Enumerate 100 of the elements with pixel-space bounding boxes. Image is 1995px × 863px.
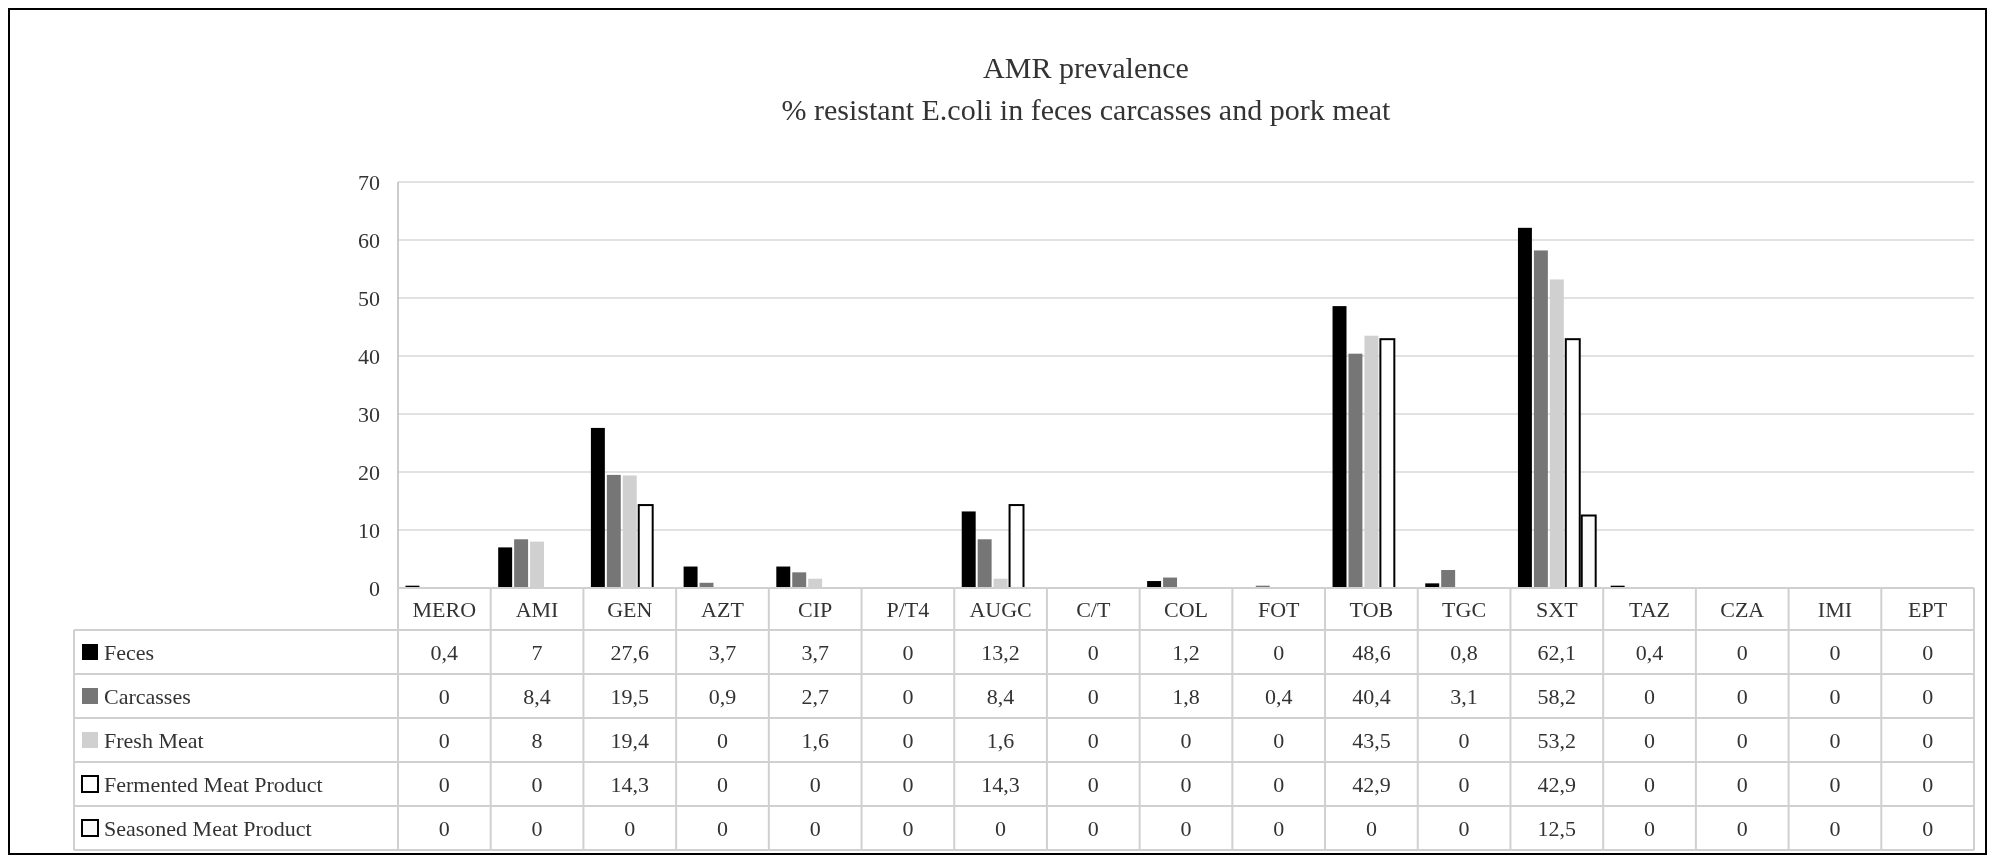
data-label: 0 [531,815,543,841]
x-tick-label: CZA [1720,596,1765,622]
bar [1332,306,1347,588]
data-label: 0 [1922,639,1934,665]
data-label: 19,5 [610,683,650,709]
data-label: 0,4 [1635,639,1664,665]
bar [590,427,605,588]
data-label: 0 [1087,639,1099,665]
x-tick-label: AUGC [969,596,1032,622]
x-tick-label: GEN [607,596,653,622]
bar [1517,227,1532,588]
data-label: 12,5 [1537,815,1577,841]
data-label: 0 [1458,727,1470,753]
data-label: 0 [1829,639,1841,665]
data-label: 0 [1087,727,1099,753]
data-label: 0 [902,815,914,841]
legend-label: Fresh Meat [104,727,204,753]
data-label: 0 [902,683,914,709]
x-tick-label: AZT [701,596,745,622]
data-label: 3,7 [708,639,737,665]
data-label: 0 [1736,771,1748,797]
data-label: 0 [438,771,450,797]
data-label: 3,1 [1450,683,1478,709]
data-label: 0,4 [1264,683,1293,709]
legend-label: Carcasses [104,683,191,709]
data-label: 0 [1644,771,1656,797]
data-label: 0 [1736,639,1748,665]
data-label: 0 [438,683,450,709]
data-label: 62,1 [1537,639,1577,665]
data-label: 0 [1273,815,1285,841]
data-label: 0 [716,727,728,753]
data-label: 0 [1180,815,1192,841]
data-label: 0 [716,771,728,797]
y-tick-label: 20 [358,459,380,485]
data-label: 0 [1829,815,1841,841]
bar [606,474,621,588]
bar [1441,570,1456,588]
x-tick-label: MERO [412,596,477,622]
bar [1379,338,1396,589]
data-label: 7 [531,639,543,665]
data-label: 0,9 [708,683,737,709]
data-label: 0 [1922,771,1934,797]
data-label: 0 [1273,727,1285,753]
chart-subtitle: % resistant E.coli in feces carcasses and pork meat [781,93,1392,126]
data-label: 0 [1365,815,1377,841]
bar [498,547,513,588]
data-label: 8,4 [986,683,1015,709]
bar [776,566,791,588]
data-label: 53,2 [1537,727,1577,753]
data-label: 0 [1736,727,1748,753]
data-label: 0 [1644,727,1656,753]
legend-label: Fermented Meat Product [104,771,323,797]
data-label: 0 [438,727,450,753]
data-label: 19,4 [610,727,650,753]
bar [1533,250,1548,588]
data-label: 13,2 [981,639,1020,665]
data-label: 14,3 [981,771,1020,797]
x-tick-label: FOT [1257,596,1301,622]
data-label: 2,7 [801,683,829,709]
data-label: 0 [1829,727,1841,753]
bar [977,539,992,588]
y-tick-label: 0 [369,575,380,601]
x-tick-label: CIP [798,596,833,622]
data-label: 0 [1736,683,1748,709]
bar [1348,353,1363,588]
data-label: 0 [531,771,543,797]
data-label: 43,5 [1352,727,1391,753]
data-label: 0 [716,815,728,841]
chart-title: AMR prevalence [983,51,1189,84]
data-label: 0 [1273,639,1285,665]
legend-label: Seasoned Meat Product [104,815,312,841]
data-label: 0 [1922,683,1934,709]
data-label: 0 [1458,815,1470,841]
bar [1008,504,1025,589]
x-tick-label: TGC [1442,596,1487,622]
y-tick-label: 50 [358,285,380,311]
data-label: 0 [624,815,636,841]
data-label: 27,6 [610,639,650,665]
y-tick-label: 60 [358,227,380,253]
data-label: 14,3 [610,771,650,797]
data-label: 0 [1087,683,1099,709]
data-label: 0 [902,727,914,753]
data-label: 3,7 [801,639,829,665]
data-label: 0 [1922,727,1934,753]
data-label: 0 [995,815,1007,841]
bar [683,566,698,588]
data-label: 0 [1736,815,1748,841]
data-label: 0 [1644,683,1656,709]
x-tick-label: C/T [1076,596,1111,622]
data-label: 0 [809,771,821,797]
data-label: 1,2 [1172,639,1200,665]
bar [637,504,654,589]
x-tick-label: COL [1164,596,1208,622]
data-label: 0,8 [1450,639,1478,665]
data-label: 58,2 [1537,683,1577,709]
x-tick-label: P/T4 [886,596,930,622]
data-label: 1,8 [1172,683,1200,709]
x-tick-label: IMI [1817,596,1853,622]
data-label: 0 [1458,771,1470,797]
data-label: 1,6 [986,727,1015,753]
